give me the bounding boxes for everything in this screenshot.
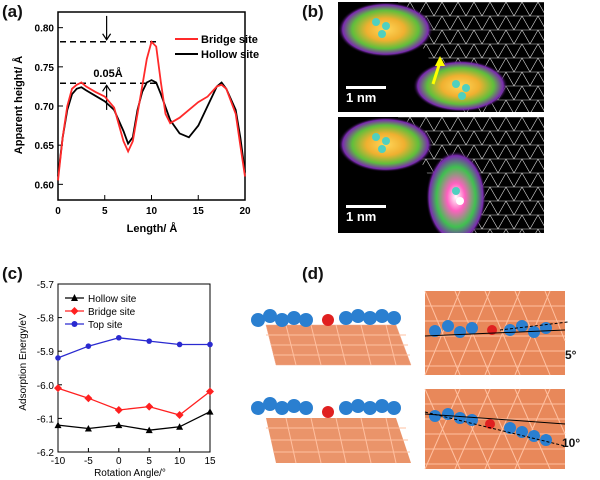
chart-a-series-line-bridge-site	[57, 40, 246, 181]
chart-c-legend: Hollow site Bridge site Top site	[65, 294, 137, 331]
model-top-view-top	[420, 286, 570, 378]
chart-c-ytick-label: -6.2	[37, 448, 55, 459]
model-side-view-top	[246, 290, 416, 370]
chart-c-point-hollow-site	[84, 424, 92, 432]
chart-a-ylabel: Apparent height/ Å	[12, 56, 25, 154]
chart-a-ytick-label: 0.70	[35, 102, 55, 113]
angle-label-bottom: 10°	[562, 436, 581, 450]
chart-c-xlabel: Rotation Angle/°	[94, 468, 166, 479]
chart-a-series-line-hollow-site	[57, 79, 246, 177]
chart-c-series-line-bridge-site	[57, 387, 211, 416]
angle-label-top: 5°	[565, 348, 577, 362]
chart-c-point-top-site	[207, 341, 213, 348]
chart-a-ytick-label: 0.80	[35, 24, 55, 35]
scale-bar-top	[346, 86, 386, 89]
chart-c-xtick-label: 15	[204, 456, 216, 467]
model-top-view-bottom	[420, 384, 570, 474]
chart-a-xtick-label: 15	[193, 206, 205, 217]
chart-a-xtick-label: 20	[239, 206, 251, 217]
chart-a-apparent-height: Apparent height/ Å Length/ Å 0.05Å 0 5 10 1…	[12, 11, 259, 235]
chart-c-point-hollow-site	[176, 423, 184, 430]
chart-c-ytick-label: -5.9	[37, 347, 55, 358]
stm-image-top: 1 nm	[338, 2, 544, 112]
panel-label-c: (c)	[2, 264, 23, 283]
stm-image-bottom: 1 nm	[338, 117, 544, 233]
chart-c-point-bridge-site	[84, 394, 93, 403]
chart-c-point-bridge-site	[145, 402, 154, 411]
chart-c-series-line-top-site	[57, 337, 210, 359]
chart-c-point-top-site	[146, 338, 152, 344]
chart-a-arrowhead-down	[102, 33, 112, 41]
chart-c-ytick-label: -6.1	[37, 414, 55, 425]
chart-c-point-hollow-site	[145, 426, 153, 434]
scale-bar-bottom	[346, 205, 386, 208]
chart-c-xtick-label: 10	[174, 456, 186, 467]
chart-c-ytick-label: -6.0	[37, 381, 55, 392]
chart-c-point-top-site	[116, 334, 122, 341]
chart-c-xtick-label: 5	[146, 456, 152, 467]
chart-c-point-bridge-site	[206, 387, 214, 396]
chart-c-point-bridge-site	[175, 411, 184, 420]
chart-a-xlabel: Length/ Å	[127, 222, 178, 235]
chart-a-legend-hollow: Hollow site	[201, 49, 259, 61]
chart-c-point-hollow-site	[206, 408, 214, 415]
chart-c-point-top-site	[85, 343, 92, 349]
chart-c-adsorption-energy: Adsorption Energy/eV Rotation Angle/° Ho…	[18, 280, 216, 479]
chart-a-xtick-label: 5	[102, 206, 108, 217]
chart-a-xtick-label: 10	[146, 206, 158, 217]
chart-c-legend-bridge: Bridge site	[88, 307, 136, 318]
chart-c-xtick-label: -10	[51, 456, 66, 467]
chart-c-series-line-hollow-site	[57, 411, 211, 431]
chart-c-plot-frame	[57, 283, 211, 453]
panel-label-a: (a)	[2, 2, 23, 21]
chart-a-xtick-label: 0	[55, 206, 61, 217]
chart-c-legend-hollow: Hollow site	[88, 294, 137, 305]
chart-a-ytick-label: 0.65	[35, 141, 55, 152]
scale-label-bottom: 1 nm	[346, 209, 377, 224]
panel-label-d: (d)	[302, 264, 324, 283]
chart-c-ytick-label: -5.7	[37, 280, 55, 291]
chart-c-point-top-site	[176, 341, 183, 348]
scale-label-top: 1 nm	[346, 90, 377, 105]
chart-a-legend-bridge: Bridge site	[201, 34, 258, 46]
chart-c-ytick-label: -5.8	[37, 314, 55, 325]
chart-c-ylabel: Adsorption Energy/eV	[18, 313, 29, 411]
chart-c-legend-top: Top site	[88, 320, 123, 331]
model-side-view-bottom	[246, 378, 416, 468]
chart-c-point-bridge-site	[114, 406, 123, 414]
chart-a-ytick-label: 0.75	[35, 63, 55, 74]
chart-c-point-hollow-site	[115, 421, 123, 429]
panel-label-b: (b)	[302, 2, 324, 21]
chart-a-arrowhead-up	[102, 84, 112, 92]
chart-c-point-hollow-site	[54, 421, 62, 429]
chart-c-point-bridge-site	[54, 384, 62, 393]
chart-c-xtick-label: -5	[84, 456, 93, 467]
chart-a-ytick-label: 0.60	[35, 180, 55, 191]
chart-c-xtick-label: 0	[116, 456, 122, 467]
chart-a-annotation: 0.05Å	[93, 67, 122, 80]
chart-a-legend: Bridge site Hollow site	[175, 34, 259, 61]
chart-c-point-top-site	[55, 355, 61, 361]
